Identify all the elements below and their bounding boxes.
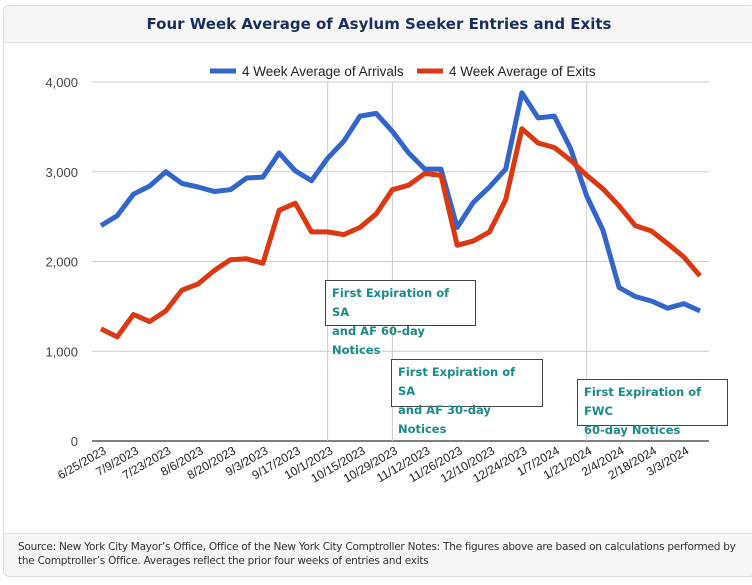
- gridlines: [92, 81, 709, 442]
- y-tick-label: 4,000: [45, 75, 78, 90]
- exits-line: [99, 126, 702, 340]
- arrivals-line: [99, 90, 702, 314]
- annotation-text: First Expiration of SA: [398, 365, 516, 398]
- legend-label-arrivals: 4 Week Average of Arrivals: [242, 64, 404, 79]
- annotation-box: First Expiration of SA and AF 30-day Noti…: [391, 359, 543, 436]
- series-lines: [99, 90, 702, 340]
- y-tick-label: 0: [71, 434, 78, 449]
- y-axis-ticks: 0 1,000 2,000 3,000 4,000: [45, 75, 78, 449]
- annotation-text: 60-day Notices: [584, 423, 681, 437]
- chart-title: Four Week Average of Asylum Seeker Entri…: [146, 15, 612, 33]
- y-tick-label: 3,000: [45, 165, 78, 180]
- legend: 4 Week Average of Arrivals 4 Week Average…: [210, 64, 596, 79]
- annotation-text: First Expiration of SA: [332, 286, 450, 319]
- y-tick-label: 2,000: [45, 255, 78, 270]
- annotation-text: and AF 60-day Notices: [332, 324, 425, 357]
- source-note: Source: New York City Mayor’s Office, Of…: [18, 541, 736, 567]
- x-axis-ticks: 6/25/20237/9/20237/23/20238/6/20238/20/2…: [55, 443, 691, 485]
- annotation-box: First Expiration of SA and AF 60-day Noti…: [325, 280, 476, 357]
- annotation-text: First Expiration of FWC: [584, 385, 702, 418]
- title-bar: Four Week Average of Asylum Seeker Entri…: [4, 6, 752, 43]
- annotation-text: and AF 30-day Notices: [398, 403, 491, 436]
- legend-label-exits: 4 Week Average of Exits: [449, 64, 596, 79]
- y-tick-label: 1,000: [45, 344, 78, 359]
- annotation-box: First Expiration of FWC 60-day Notices: [577, 379, 728, 437]
- footer: Source: New York City Mayor’s Office, Of…: [4, 533, 752, 576]
